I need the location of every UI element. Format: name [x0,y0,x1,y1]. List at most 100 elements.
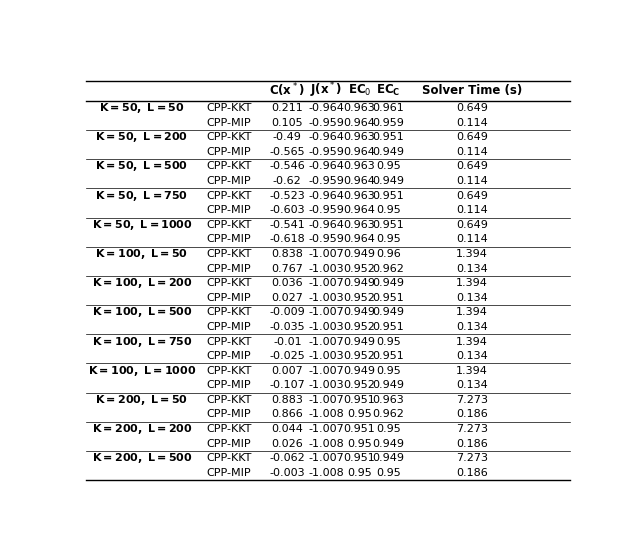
Text: $\mathbf{K = 100,\ L = 750}$: $\mathbf{K = 100,\ L = 750}$ [92,334,193,349]
Text: Solver Time (s): Solver Time (s) [422,84,522,97]
Text: 0.134: 0.134 [456,293,488,302]
Text: -0.565: -0.565 [269,147,305,157]
Text: CPP-KKT: CPP-KKT [207,395,252,405]
Text: 0.951: 0.951 [372,293,404,302]
Text: -1.003: -1.003 [308,322,344,332]
Text: 0.95: 0.95 [347,409,372,419]
Text: 0.134: 0.134 [456,380,488,390]
Text: 0.649: 0.649 [456,220,488,230]
Text: -0.964: -0.964 [308,103,344,113]
Text: 0.963: 0.963 [344,103,375,113]
Text: CPP-MIP: CPP-MIP [207,322,251,332]
Text: -0.959: -0.959 [308,118,344,128]
Text: 0.949: 0.949 [372,278,404,288]
Text: -0.009: -0.009 [269,307,305,317]
Text: 0.951: 0.951 [344,453,375,463]
Text: -0.603: -0.603 [269,205,305,215]
Text: 0.951: 0.951 [372,220,404,230]
Text: $\mathbf{K = 50,\ L = 50}$: $\mathbf{K = 50,\ L = 50}$ [99,101,185,115]
Text: 0.959: 0.959 [372,118,404,128]
Text: $\mathbf{K = 100,\ L = 1000}$: $\mathbf{K = 100,\ L = 1000}$ [88,364,196,378]
Text: -1.007: -1.007 [308,307,344,317]
Text: 7.273: 7.273 [456,424,488,434]
Text: -1.003: -1.003 [308,264,344,273]
Text: -1.007: -1.007 [308,366,344,376]
Text: -0.003: -0.003 [269,468,305,478]
Text: -0.107: -0.107 [269,380,305,390]
Text: 0.95: 0.95 [376,235,401,244]
Text: CPP-MIP: CPP-MIP [207,118,251,128]
Text: 0.951: 0.951 [344,424,375,434]
Text: -0.01: -0.01 [273,336,301,346]
Text: 0.949: 0.949 [372,380,404,390]
Text: 0.026: 0.026 [271,438,303,449]
Text: J(x$^*$): J(x$^*$) [310,81,342,100]
Text: 0.007: 0.007 [271,366,303,376]
Text: $\mathbf{K = 50,\ L = 750}$: $\mathbf{K = 50,\ L = 750}$ [95,189,189,203]
Text: 0.95: 0.95 [347,468,372,478]
Text: 0.963: 0.963 [344,162,375,172]
Text: 0.649: 0.649 [456,191,488,201]
Text: 0.951: 0.951 [344,395,375,405]
Text: 0.186: 0.186 [456,409,488,419]
Text: 1.394: 1.394 [456,366,488,376]
Text: 0.95: 0.95 [376,424,401,434]
Text: CPP-KKT: CPP-KKT [207,132,252,142]
Text: -1.008: -1.008 [308,409,344,419]
Text: 0.949: 0.949 [343,307,375,317]
Text: 0.134: 0.134 [456,322,488,332]
Text: 0.952: 0.952 [343,293,375,302]
Text: $\mathbf{K = 50,\ L = 1000}$: $\mathbf{K = 50,\ L = 1000}$ [92,218,193,232]
Text: $\mathbf{K = 100,\ L = 500}$: $\mathbf{K = 100,\ L = 500}$ [92,305,193,319]
Text: CPP-MIP: CPP-MIP [207,438,251,449]
Text: -0.964: -0.964 [308,132,344,142]
Text: 0.036: 0.036 [271,278,303,288]
Text: 0.949: 0.949 [343,278,375,288]
Text: 0.95: 0.95 [347,438,372,449]
Text: -0.618: -0.618 [269,235,305,244]
Text: $\mathbf{K = 100,\ L = 200}$: $\mathbf{K = 100,\ L = 200}$ [92,276,193,290]
Text: -0.49: -0.49 [273,132,302,142]
Text: CPP-MIP: CPP-MIP [207,380,251,390]
Text: 0.95: 0.95 [376,468,401,478]
Text: 0.951: 0.951 [372,351,404,361]
Text: -0.964: -0.964 [308,191,344,201]
Text: -1.007: -1.007 [308,424,344,434]
Text: -0.959: -0.959 [308,235,344,244]
Text: 0.114: 0.114 [456,118,488,128]
Text: 0.949: 0.949 [343,249,375,259]
Text: CPP-MIP: CPP-MIP [207,205,251,215]
Text: 0.114: 0.114 [456,205,488,215]
Text: 0.963: 0.963 [344,132,375,142]
Text: CPP-KKT: CPP-KKT [207,162,252,172]
Text: CPP-KKT: CPP-KKT [207,307,252,317]
Text: -0.035: -0.035 [269,322,305,332]
Text: 0.949: 0.949 [372,176,404,186]
Text: 0.961: 0.961 [372,103,404,113]
Text: 0.95: 0.95 [376,336,401,346]
Text: 0.952: 0.952 [343,264,375,273]
Text: 0.044: 0.044 [271,424,303,434]
Text: 0.134: 0.134 [456,264,488,273]
Text: 0.211: 0.211 [271,103,303,113]
Text: 0.95: 0.95 [376,366,401,376]
Text: 1.394: 1.394 [456,249,488,259]
Text: $\mathbf{K = 200,\ L = 50}$: $\mathbf{K = 200,\ L = 50}$ [95,393,189,407]
Text: CPP-KKT: CPP-KKT [207,220,252,230]
Text: -1.008: -1.008 [308,438,344,449]
Text: -0.959: -0.959 [308,147,344,157]
Text: CPP-KKT: CPP-KKT [207,453,252,463]
Text: CPP-KKT: CPP-KKT [207,278,252,288]
Text: 0.963: 0.963 [344,220,375,230]
Text: $\mathbf{K = 200,\ L = 500}$: $\mathbf{K = 200,\ L = 500}$ [92,451,193,465]
Text: -1.007: -1.007 [308,278,344,288]
Text: 0.649: 0.649 [456,162,488,172]
Text: 0.963: 0.963 [372,395,404,405]
Text: CPP-MIP: CPP-MIP [207,235,251,244]
Text: 0.949: 0.949 [372,453,404,463]
Text: -0.959: -0.959 [308,176,344,186]
Text: CPP-KKT: CPP-KKT [207,366,252,376]
Text: 1.394: 1.394 [456,336,488,346]
Text: CPP-KKT: CPP-KKT [207,249,252,259]
Text: 0.114: 0.114 [456,176,488,186]
